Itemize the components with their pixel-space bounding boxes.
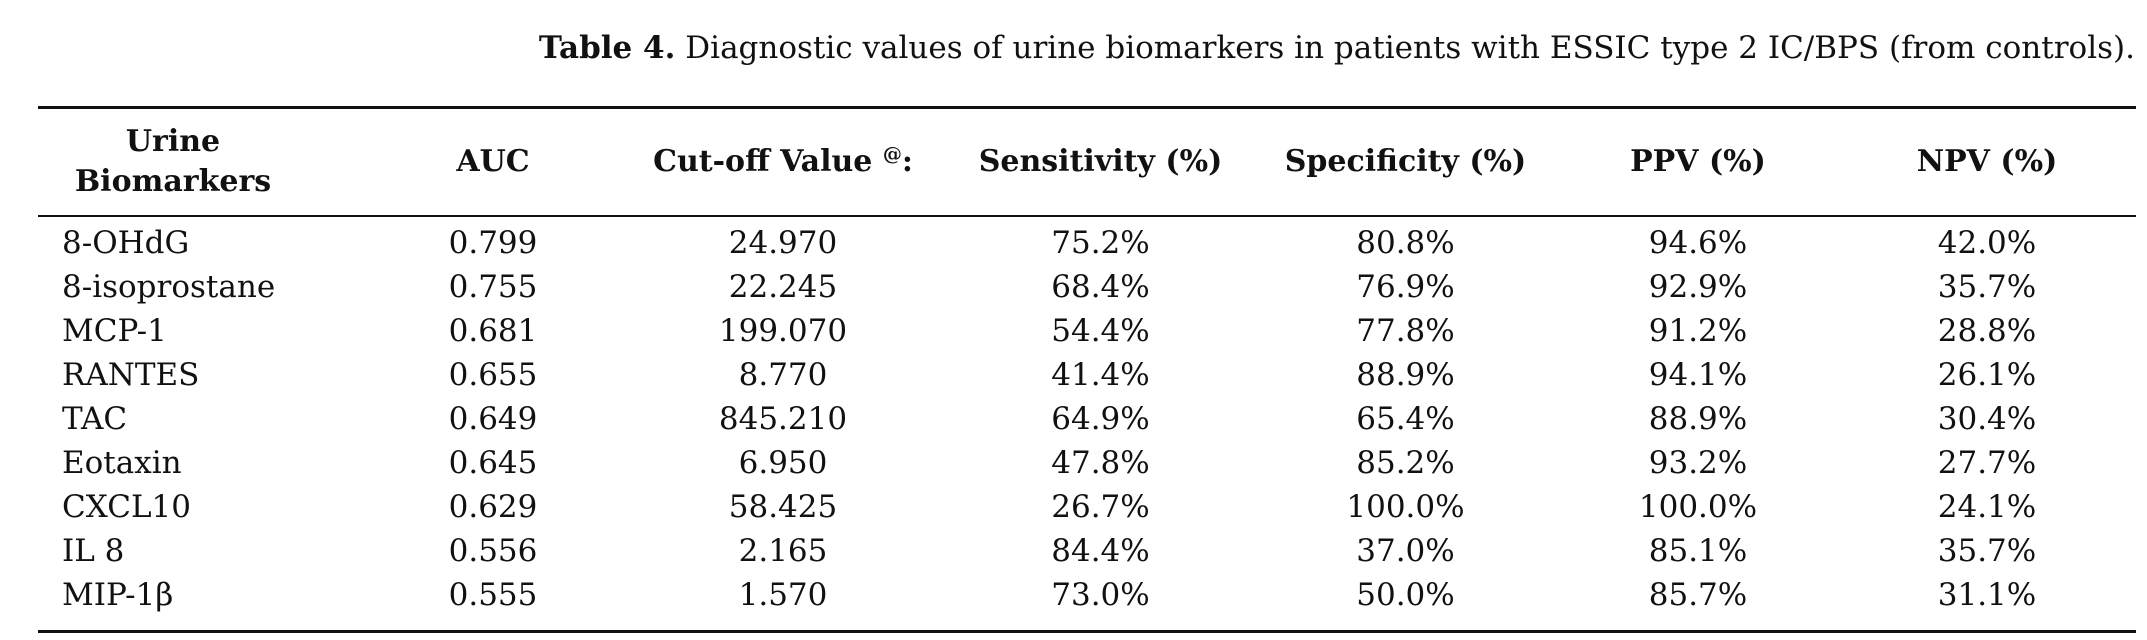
biomarker-table: Urine Biomarkers AUC Cut-off Value @: Se… bbox=[38, 109, 2136, 617]
cell-npv: 31.1% bbox=[1937, 577, 2037, 613]
cell-npv: 30.4% bbox=[1937, 401, 2037, 437]
table-bottom-rule bbox=[38, 630, 2136, 633]
table-body: 8-OHdG 0.799 24.970 75.2% 80.8% 94.6% 42… bbox=[38, 215, 2136, 617]
header-specificity: Specificity (%) bbox=[1284, 144, 1527, 179]
cell-npv: 24.1% bbox=[1937, 489, 2037, 525]
cell-cutoff: 6.950 bbox=[738, 445, 828, 481]
cell-auc: 0.649 bbox=[448, 401, 538, 437]
cell-sensitivity: 47.8% bbox=[1051, 445, 1150, 481]
cell-biomarker: TAC bbox=[62, 401, 128, 437]
header-cutoff: Cut-off Value @: bbox=[618, 109, 948, 215]
table-row: RANTES 0.655 8.770 41.4% 88.9% 94.1% 26.… bbox=[38, 353, 2136, 397]
table-row: MCP-1 0.681 199.070 54.4% 77.8% 91.2% 28… bbox=[38, 309, 2136, 353]
cell-auc: 0.555 bbox=[448, 577, 538, 613]
cell-ppv: 94.1% bbox=[1648, 357, 1748, 393]
cell-npv: 35.7% bbox=[1937, 269, 2037, 305]
cell-cutoff: 58.425 bbox=[728, 489, 838, 525]
cell-auc: 0.755 bbox=[448, 269, 538, 305]
table-row: 8-OHdG 0.799 24.970 75.2% 80.8% 94.6% 42… bbox=[38, 215, 2136, 265]
cell-ppv: 92.9% bbox=[1648, 269, 1748, 305]
table-row: CXCL10 0.629 58.425 26.7% 100.0% 100.0% … bbox=[38, 485, 2136, 529]
cell-biomarker: IL 8 bbox=[62, 533, 125, 569]
cell-specificity: 76.9% bbox=[1356, 269, 1455, 305]
table-header: Urine Biomarkers AUC Cut-off Value @: Se… bbox=[38, 109, 2136, 215]
cell-sensitivity: 73.0% bbox=[1051, 577, 1150, 613]
header-auc: AUC bbox=[456, 144, 530, 179]
cell-biomarker: Eotaxin bbox=[62, 445, 182, 481]
header-sensitivity: Sensitivity (%) bbox=[978, 144, 1223, 179]
header-biomarker-line1: Urine bbox=[125, 124, 221, 159]
cell-cutoff: 8.770 bbox=[738, 357, 828, 393]
cell-auc: 0.681 bbox=[448, 313, 538, 349]
cell-npv: 28.8% bbox=[1937, 313, 2037, 349]
header-row: Urine Biomarkers AUC Cut-off Value @: Se… bbox=[38, 109, 2136, 215]
table-caption-text: Diagnostic values of urine biomarkers in… bbox=[685, 30, 2135, 66]
cell-cutoff: 1.570 bbox=[738, 577, 828, 613]
table-row: 8-isoprostane 0.755 22.245 68.4% 76.9% 9… bbox=[38, 265, 2136, 309]
cell-npv: 26.1% bbox=[1937, 357, 2037, 393]
table-header-rule bbox=[38, 215, 2136, 217]
table-caption: Table 4. Diagnostic values of urine biom… bbox=[539, 28, 2135, 68]
cell-sensitivity: 84.4% bbox=[1051, 533, 1150, 569]
header-cutoff-sup: @ bbox=[882, 143, 902, 165]
cell-cutoff: 24.970 bbox=[728, 225, 838, 261]
cell-cutoff: 845.210 bbox=[718, 401, 848, 437]
cell-ppv: 93.2% bbox=[1648, 445, 1748, 481]
table-row: Eotaxin 0.645 6.950 47.8% 85.2% 93.2% 27… bbox=[38, 441, 2136, 485]
cell-ppv: 94.6% bbox=[1648, 225, 1748, 261]
cell-auc: 0.655 bbox=[448, 357, 538, 393]
table-caption-label: Table 4. bbox=[538, 30, 676, 66]
cell-npv: 27.7% bbox=[1937, 445, 2037, 481]
cell-specificity: 100.0% bbox=[1346, 489, 1465, 525]
cell-specificity: 77.8% bbox=[1356, 313, 1455, 349]
cell-sensitivity: 41.4% bbox=[1051, 357, 1150, 393]
cell-sensitivity: 64.9% bbox=[1051, 401, 1150, 437]
header-cutoff-text: Cut-off Value bbox=[653, 144, 873, 179]
table-row: TAC 0.649 845.210 64.9% 65.4% 88.9% 30.4… bbox=[38, 397, 2136, 441]
cell-cutoff: 22.245 bbox=[728, 269, 838, 305]
cell-sensitivity: 75.2% bbox=[1051, 225, 1150, 261]
cell-biomarker: MIP-1β bbox=[62, 577, 174, 613]
cell-npv: 42.0% bbox=[1937, 225, 2037, 261]
cell-specificity: 85.2% bbox=[1356, 445, 1455, 481]
table-row: MIP-1β 0.555 1.570 73.0% 50.0% 85.7% 31.… bbox=[38, 573, 2136, 617]
cell-cutoff: 2.165 bbox=[738, 533, 828, 569]
cell-biomarker: 8-OHdG bbox=[62, 225, 190, 261]
cell-auc: 0.629 bbox=[448, 489, 538, 525]
cell-specificity: 65.4% bbox=[1356, 401, 1455, 437]
cell-biomarker: CXCL10 bbox=[62, 489, 191, 525]
cell-biomarker: 8-isoprostane bbox=[62, 269, 276, 305]
cell-ppv: 91.2% bbox=[1648, 313, 1748, 349]
header-biomarker-line2: Biomarkers bbox=[74, 164, 272, 199]
cell-specificity: 50.0% bbox=[1356, 577, 1455, 613]
cell-npv: 35.7% bbox=[1937, 533, 2037, 569]
header-ppv: PPV (%) bbox=[1630, 144, 1766, 179]
cell-biomarker: MCP-1 bbox=[62, 313, 167, 349]
header-biomarker: Urine Biomarkers bbox=[38, 109, 368, 215]
cell-specificity: 37.0% bbox=[1356, 533, 1455, 569]
cell-ppv: 88.9% bbox=[1648, 401, 1748, 437]
cell-auc: 0.799 bbox=[448, 225, 538, 261]
cell-sensitivity: 54.4% bbox=[1051, 313, 1150, 349]
cell-biomarker: RANTES bbox=[62, 357, 200, 393]
cell-cutoff: 199.070 bbox=[718, 313, 848, 349]
cell-auc: 0.556 bbox=[448, 533, 538, 569]
header-npv: NPV (%) bbox=[1916, 144, 2058, 179]
table-row: IL 8 0.556 2.165 84.4% 37.0% 85.1% 35.7% bbox=[38, 529, 2136, 573]
cell-sensitivity: 26.7% bbox=[1051, 489, 1150, 525]
cell-auc: 0.645 bbox=[448, 445, 538, 481]
cell-specificity: 80.8% bbox=[1356, 225, 1455, 261]
cell-ppv: 85.7% bbox=[1648, 577, 1748, 613]
cell-specificity: 88.9% bbox=[1356, 357, 1455, 393]
cell-ppv: 85.1% bbox=[1648, 533, 1748, 569]
table-top-rule bbox=[38, 106, 2136, 109]
cell-ppv: 100.0% bbox=[1638, 489, 1758, 525]
header-cutoff-suffix: : bbox=[901, 144, 913, 179]
cell-sensitivity: 68.4% bbox=[1051, 269, 1150, 305]
